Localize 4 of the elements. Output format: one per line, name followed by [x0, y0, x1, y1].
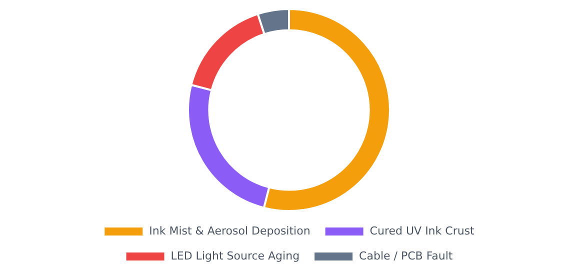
legend-label: Ink Mist & Aerosol Deposition: [149, 224, 310, 238]
legend-label: LED Light Source Aging: [170, 249, 300, 262]
legend-label: Cured UV Ink Crust: [370, 224, 476, 238]
legend-label: Cable / PCB Fault: [359, 249, 454, 262]
